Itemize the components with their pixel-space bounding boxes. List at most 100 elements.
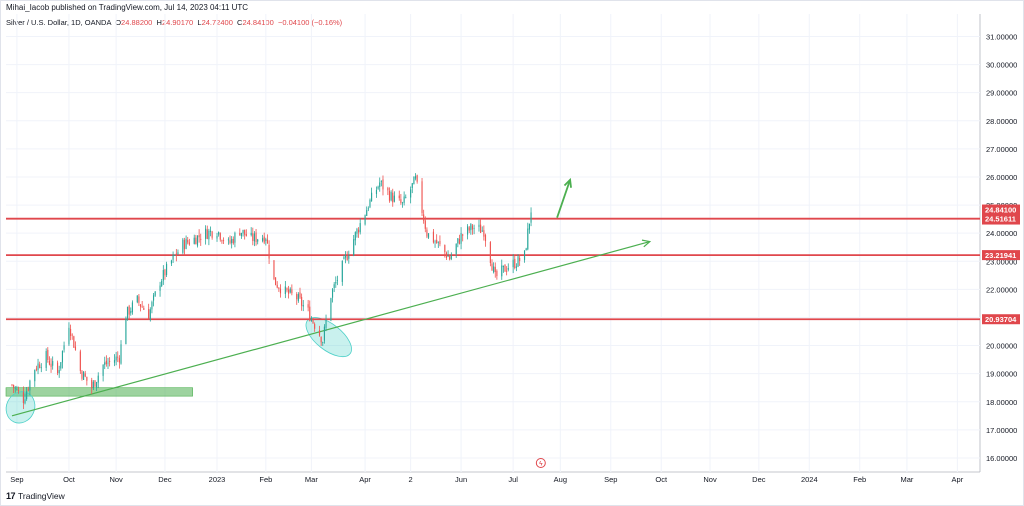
candle-body: [366, 210, 368, 216]
candle-body: [423, 214, 425, 221]
candle-body: [27, 389, 29, 391]
candle-body: [17, 390, 20, 391]
x-tick-label: Mar: [305, 475, 318, 484]
y-tick-label: 28.00000: [986, 117, 1017, 126]
candle-body: [177, 252, 179, 255]
symbol-label: Silver / U.S. Dollar, 1D, OANDA: [6, 18, 112, 27]
published-header: Mihai_Iacob published on TradingView.com…: [6, 3, 249, 12]
candle-body: [109, 361, 111, 362]
candle-body: [310, 318, 312, 321]
candle-body: [159, 285, 161, 291]
candle-body: [364, 215, 366, 225]
candle-body: [502, 265, 504, 268]
candle-body: [61, 350, 64, 363]
candle-body: [348, 255, 350, 259]
candle-body: [380, 180, 382, 182]
candle-body: [457, 238, 459, 244]
candle-body: [209, 230, 212, 232]
y-tick-label: 16.00000: [986, 454, 1017, 463]
candle-body: [170, 260, 173, 264]
candle-body: [195, 237, 197, 245]
low-label: L: [197, 18, 202, 27]
candle-body: [436, 239, 438, 244]
candle-body: [377, 186, 379, 189]
candle-body: [421, 181, 423, 213]
candle-body: [416, 175, 418, 182]
y-tick-label: 31.00000: [986, 32, 1017, 41]
candle-body: [434, 241, 436, 243]
candle-body: [279, 288, 282, 294]
candle-body: [471, 225, 474, 230]
candle-body: [484, 235, 487, 242]
candle-body: [83, 371, 85, 380]
candle-body: [63, 345, 65, 350]
y-tick-label: 19.00000: [986, 370, 1017, 379]
candle-body: [56, 362, 59, 373]
candle-body: [496, 270, 498, 277]
candle-body: [506, 270, 508, 272]
candle-body: [221, 240, 223, 242]
candle-body: [410, 189, 412, 198]
candle-body: [265, 239, 267, 242]
candle-body: [37, 363, 39, 371]
candle-body: [232, 238, 234, 244]
candle-body: [161, 280, 163, 287]
projection-arrowhead: [563, 177, 572, 188]
candle-body: [468, 227, 470, 231]
candle-body: [284, 286, 286, 294]
candle-body: [16, 388, 18, 390]
candle-body: [96, 382, 98, 388]
open-label: O: [115, 18, 122, 27]
candle-body: [244, 229, 246, 235]
candle-body: [344, 255, 347, 258]
candle-body: [515, 266, 517, 268]
candle-body: [208, 230, 210, 240]
candle-body: [105, 360, 107, 365]
candle-body: [400, 199, 402, 204]
candle-body: [125, 318, 127, 345]
candle-body: [354, 232, 356, 241]
candle-body: [530, 212, 532, 223]
tradingview-footer: 17 TradingView: [6, 491, 65, 501]
candle-body: [299, 292, 301, 298]
candle-body: [141, 306, 143, 308]
y-tick-label: 22.00000: [986, 285, 1017, 294]
price-label: 24.51611: [985, 215, 1016, 224]
candle-body: [97, 375, 99, 383]
candle-body: [229, 240, 231, 243]
price-label-box: [982, 213, 1020, 224]
candle-body: [447, 256, 449, 258]
candle-body: [164, 269, 166, 276]
candle-body: [330, 298, 332, 321]
x-tick-label: 2024: [801, 475, 818, 484]
candle-body: [424, 220, 426, 229]
candle-body: [242, 229, 244, 234]
candle-body: [301, 296, 303, 306]
candle-body: [458, 239, 461, 244]
candle-body: [432, 231, 434, 243]
candle-body: [517, 256, 519, 267]
candle-body: [460, 232, 462, 244]
candle-body: [131, 302, 133, 313]
candle-body: [514, 258, 516, 269]
candle-body: [245, 234, 247, 237]
candle-body: [527, 228, 529, 250]
candle-body: [174, 255, 176, 256]
x-tick-label: Aug: [554, 475, 567, 484]
x-tick-label: Sep: [10, 475, 23, 484]
y-tick-label: 18.00000: [986, 398, 1017, 407]
candle-body: [523, 250, 526, 260]
x-tick-label: Oct: [655, 475, 668, 484]
candle-body: [162, 269, 164, 281]
candle-body: [231, 238, 233, 244]
candle-body: [252, 233, 254, 241]
candle-body: [343, 256, 345, 260]
tradingview-brand: TradingView: [18, 491, 65, 501]
candle-body: [528, 223, 530, 230]
candle-body: [81, 371, 83, 379]
price-label: 24.84100: [985, 206, 1016, 215]
candle-body: [525, 248, 527, 251]
candle-body: [387, 187, 389, 191]
candle-body: [478, 224, 480, 227]
